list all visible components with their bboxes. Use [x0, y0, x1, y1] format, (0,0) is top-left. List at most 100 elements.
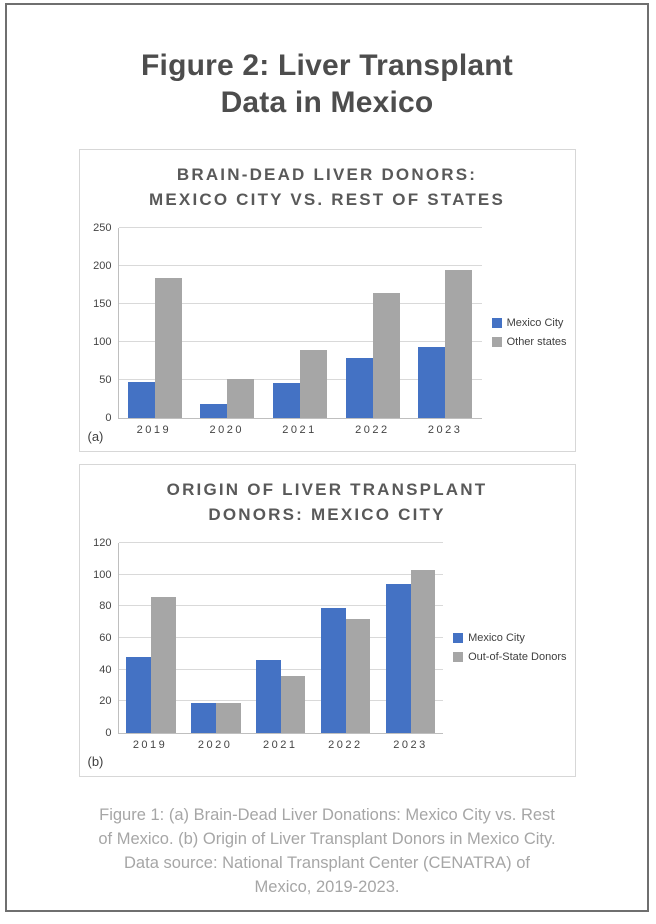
y-tick-label: 100 — [93, 336, 112, 348]
legend-swatch — [491, 336, 502, 347]
gridline — [118, 637, 444, 638]
gridline — [118, 265, 482, 266]
figure-title-line-1: Figure 2: Liver Transplant — [141, 49, 513, 82]
bar-mexico-city — [256, 660, 281, 733]
bar-group-2023 — [409, 228, 482, 418]
chart-a-plot-area: 0 50 100 150 200 250 — [93, 222, 482, 424]
x-tick-label: 2021 — [263, 739, 298, 751]
chart-a-legend: Mexico City Other states — [491, 310, 569, 355]
gridline — [118, 227, 482, 228]
bar-other-states — [154, 278, 182, 418]
bar-mexico-city — [321, 607, 346, 733]
bar-group-2022 — [313, 543, 378, 733]
bar-mexico-city — [273, 383, 301, 418]
bar-group-2020 — [191, 228, 264, 418]
y-tick-label: 250 — [93, 222, 112, 234]
chart-a-x-axis: 2019 2020 2021 2022 2023 — [118, 424, 482, 436]
legend-label: Mexico City — [506, 316, 564, 329]
chart-a-title-line-1: BRAIN-DEAD LIVER DONORS: — [176, 165, 478, 184]
bar-mexico-city — [345, 357, 373, 418]
bar-out-of-state-donors — [280, 676, 306, 733]
chart-a-panel-label: (a) — [87, 429, 104, 444]
bar-mexico-city — [126, 657, 151, 733]
bar-groups — [119, 228, 482, 418]
legend-item: Other states — [491, 335, 567, 348]
y-tick-label: 120 — [93, 537, 112, 549]
bar-group-2023 — [378, 543, 443, 733]
bar-group-2021 — [248, 543, 313, 733]
x-tick-label: 2020 — [209, 424, 244, 436]
legend-item: Mexico City — [453, 632, 566, 644]
caption-line-4: Mexico, 2019-2023. — [254, 878, 400, 896]
bar-mexico-city — [385, 584, 411, 733]
chart-b-legend: Mexico City Out-of-State Donors — [453, 625, 568, 670]
y-tick-label: 80 — [99, 600, 112, 613]
chart-a-title: BRAIN-DEAD LIVER DONORS: MEXICO CITY VS.… — [86, 162, 569, 212]
y-tick-label: 200 — [93, 260, 112, 272]
bar-other-states — [300, 349, 328, 418]
figure-title: Figure 2: Liver Transplant Data in Mexic… — [7, 47, 647, 121]
chart-b-plot-area: 0 20 40 60 80 100 120 — [93, 537, 444, 739]
chart-b-panel: ORIGIN OF LIVER TRANSPLANT DONORS: MEXIC… — [78, 464, 576, 777]
gridline — [118, 573, 444, 575]
bar-other-states — [227, 379, 255, 418]
x-tick-label: 2021 — [282, 424, 317, 436]
chart-b-x-axis: 2019 2020 2021 2022 2023 — [118, 739, 444, 751]
x-tick-label: 2022 — [328, 739, 363, 751]
bar-group-2021 — [264, 228, 337, 418]
gridline — [118, 542, 444, 543]
chart-a-area: 0 50 100 150 200 250 2019 2020 2021 2022 2023 — [86, 222, 484, 436]
x-tick-label: 2020 — [197, 739, 233, 751]
legend-swatch — [491, 317, 502, 328]
figure-title-line-2: Data in Mexico — [220, 86, 434, 119]
legend-label: Mexico City — [468, 631, 525, 644]
y-tick-label: 60 — [99, 632, 112, 644]
x-tick-label: 2019 — [132, 739, 168, 751]
gridline — [118, 303, 482, 304]
legend-swatch — [453, 632, 464, 643]
chart-b-title-line-1: ORIGIN OF LIVER TRANSPLANT — [166, 480, 488, 499]
legend-label: Other states — [506, 335, 567, 348]
y-tick-label: 100 — [93, 568, 112, 581]
x-tick-label: 2023 — [427, 424, 463, 436]
bar-mexico-city — [191, 702, 216, 733]
x-tick-label: 2019 — [136, 424, 172, 436]
caption-line-3: Data source: National Transplant Center … — [124, 854, 530, 872]
chart-a-title-line-2: MEXICO CITY VS. REST OF STATES — [149, 190, 505, 209]
x-tick-label: 2023 — [393, 739, 428, 751]
bar-out-of-state-donors — [150, 596, 176, 733]
chart-b-title: ORIGIN OF LIVER TRANSPLANT DONORS: MEXIC… — [86, 477, 569, 527]
x-tick-label: 2022 — [355, 424, 390, 436]
bar-group-2019 — [119, 543, 184, 733]
bar-group-2022 — [336, 228, 409, 418]
legend-label: Out-of-State Donors — [468, 650, 567, 663]
chart-b-body: 0 20 40 60 80 100 120 2019 2020 2021 2022 2023 Mex… — [86, 537, 569, 751]
caption-line-1: Figure 1: (a) Brain-Dead Liver Donations… — [99, 806, 555, 824]
bar-out-of-state-donors — [345, 619, 371, 733]
caption-line-2: of Mexico. (b) Origin of Liver Transplan… — [98, 830, 556, 848]
bar-mexico-city — [418, 346, 446, 418]
bar-groups — [119, 543, 444, 733]
bar-other-states — [445, 269, 473, 418]
gridline — [118, 668, 444, 670]
gridline — [118, 605, 444, 607]
figure-caption: Figure 1: (a) Brain-Dead Liver Donations… — [57, 803, 597, 899]
bar-group-2019 — [119, 228, 192, 418]
bar-mexico-city — [127, 381, 155, 418]
bar-other-states — [372, 292, 400, 418]
legend-swatch — [453, 651, 464, 662]
y-tick-label: 0 — [105, 412, 112, 424]
bar-group-2020 — [183, 543, 248, 733]
y-tick-label: 20 — [99, 695, 112, 708]
gridline — [118, 341, 482, 342]
chart-a-panel: BRAIN-DEAD LIVER DONORS: MEXICO CITY VS.… — [78, 149, 576, 452]
chart-b-title-line-2: DONORS: MEXICO CITY — [208, 505, 446, 524]
bar-out-of-state-donors — [215, 702, 241, 733]
y-tick-label: 50 — [99, 374, 112, 386]
y-tick-label: 150 — [93, 298, 112, 310]
bar-out-of-state-donors — [410, 569, 436, 733]
legend-item: Out-of-State Donors — [453, 650, 567, 663]
chart-b-panel-label: (b) — [87, 754, 104, 769]
figure-frame: Figure 2: Liver Transplant Data in Mexic… — [5, 3, 649, 912]
chart-a-body: 0 50 100 150 200 250 2019 2020 2021 2022 2023 Mex… — [86, 222, 569, 436]
